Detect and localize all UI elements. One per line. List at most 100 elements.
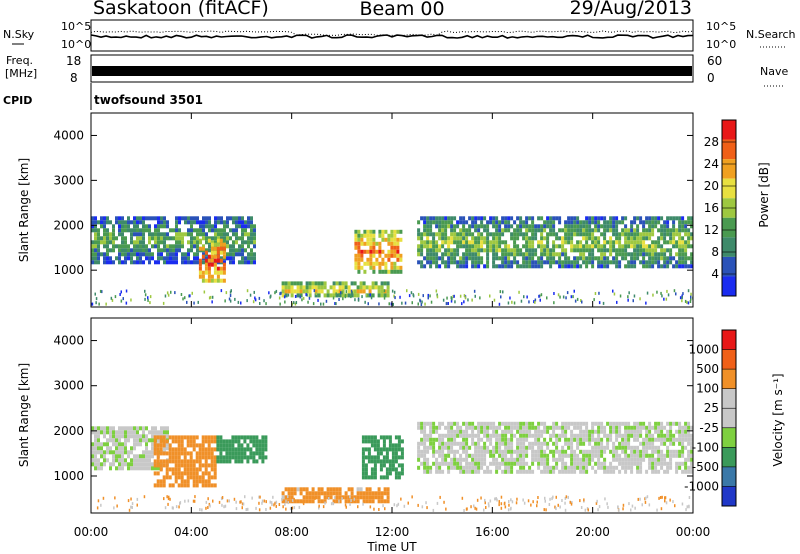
data-cell (177, 435, 181, 440)
data-cell (462, 244, 466, 249)
data-cell (582, 449, 586, 454)
data-cell (570, 469, 574, 474)
data-cell (139, 442, 142, 447)
data-cell (244, 232, 247, 237)
data-cell (195, 455, 199, 460)
data-cell (504, 449, 508, 454)
data-cell (201, 451, 205, 456)
data-cell (687, 232, 691, 237)
data-cell (468, 248, 472, 253)
data-cell (299, 487, 303, 492)
data-cell (441, 445, 445, 450)
data-cell (153, 463, 157, 468)
scatter-cell (113, 506, 115, 510)
data-cell (222, 278, 226, 283)
data-cell (385, 467, 389, 472)
data-cell (459, 465, 463, 470)
data-cell (281, 285, 285, 290)
data-cell (103, 236, 106, 241)
data-cell (423, 441, 427, 446)
data-cell (207, 262, 211, 267)
data-cell (453, 449, 457, 454)
data-cell (373, 455, 377, 460)
data-cell (130, 240, 133, 245)
data-cell (495, 433, 499, 438)
data-cell (684, 256, 688, 261)
data-cell (480, 236, 484, 241)
scatter-cell (594, 292, 597, 295)
data-cell (564, 421, 568, 426)
scatter-cell (672, 500, 674, 504)
data-cell (606, 437, 610, 442)
data-cell (540, 232, 544, 237)
data-cell (121, 216, 124, 221)
data-cell (175, 260, 178, 265)
data-cell (208, 244, 211, 249)
data-cell (456, 252, 460, 257)
data-cell (382, 439, 386, 444)
data-cell (247, 216, 250, 221)
colorbar-tick-label: 20 (704, 179, 719, 193)
data-cell (660, 228, 664, 233)
data-cell (642, 425, 646, 430)
data-cell (498, 433, 502, 438)
data-cell (400, 455, 404, 460)
data-cell (621, 457, 625, 462)
data-cell (456, 449, 460, 454)
data-cell (474, 228, 478, 233)
noise-tick-low-left: 10^0 (61, 38, 91, 51)
data-cell (222, 262, 226, 267)
data-cell (163, 260, 166, 265)
data-cell (672, 240, 676, 245)
data-cell (663, 264, 667, 269)
data-cell (216, 455, 220, 460)
data-cell (450, 260, 454, 265)
data-cell (630, 232, 634, 237)
data-cell (350, 495, 354, 500)
data-cell (561, 449, 565, 454)
data-cell (320, 289, 324, 294)
data-cell (372, 249, 376, 254)
data-cell (609, 244, 613, 249)
data-cell (390, 229, 394, 234)
data-cell (618, 232, 622, 237)
data-cell (654, 457, 658, 462)
data-cell (243, 451, 247, 456)
data-cell (186, 459, 190, 464)
data-cell (627, 425, 631, 430)
data-cell (103, 228, 106, 233)
data-cell (153, 483, 157, 488)
data-cell (178, 220, 181, 225)
data-cell (186, 475, 190, 480)
data-cell (216, 238, 220, 243)
data-cell (570, 461, 574, 466)
data-cell (165, 451, 169, 456)
data-cell (636, 469, 640, 474)
noise-tick-low-right: 10^0 (706, 38, 736, 51)
scatter-cell (275, 504, 277, 508)
data-cell (399, 269, 403, 274)
scatter-cell (689, 300, 692, 303)
data-cell (386, 499, 390, 504)
data-cell (465, 248, 469, 253)
scatter-cell (130, 505, 132, 509)
data-cell (459, 260, 463, 265)
data-cell (579, 425, 583, 430)
data-cell (564, 252, 568, 257)
data-cell (118, 466, 121, 471)
data-cell (459, 256, 463, 261)
data-cell (136, 236, 139, 241)
data-cell (157, 256, 160, 261)
data-cell (456, 429, 460, 434)
data-cell (205, 224, 208, 229)
data-cell (540, 445, 544, 450)
scatter-cell (393, 290, 396, 294)
data-cell (621, 441, 625, 446)
data-cell (588, 453, 592, 458)
data-cell (361, 459, 365, 464)
data-cell (624, 216, 628, 221)
scatter-cell (576, 297, 579, 301)
data-cell (234, 439, 238, 444)
data-cell (570, 445, 574, 450)
data-cell (124, 426, 127, 431)
